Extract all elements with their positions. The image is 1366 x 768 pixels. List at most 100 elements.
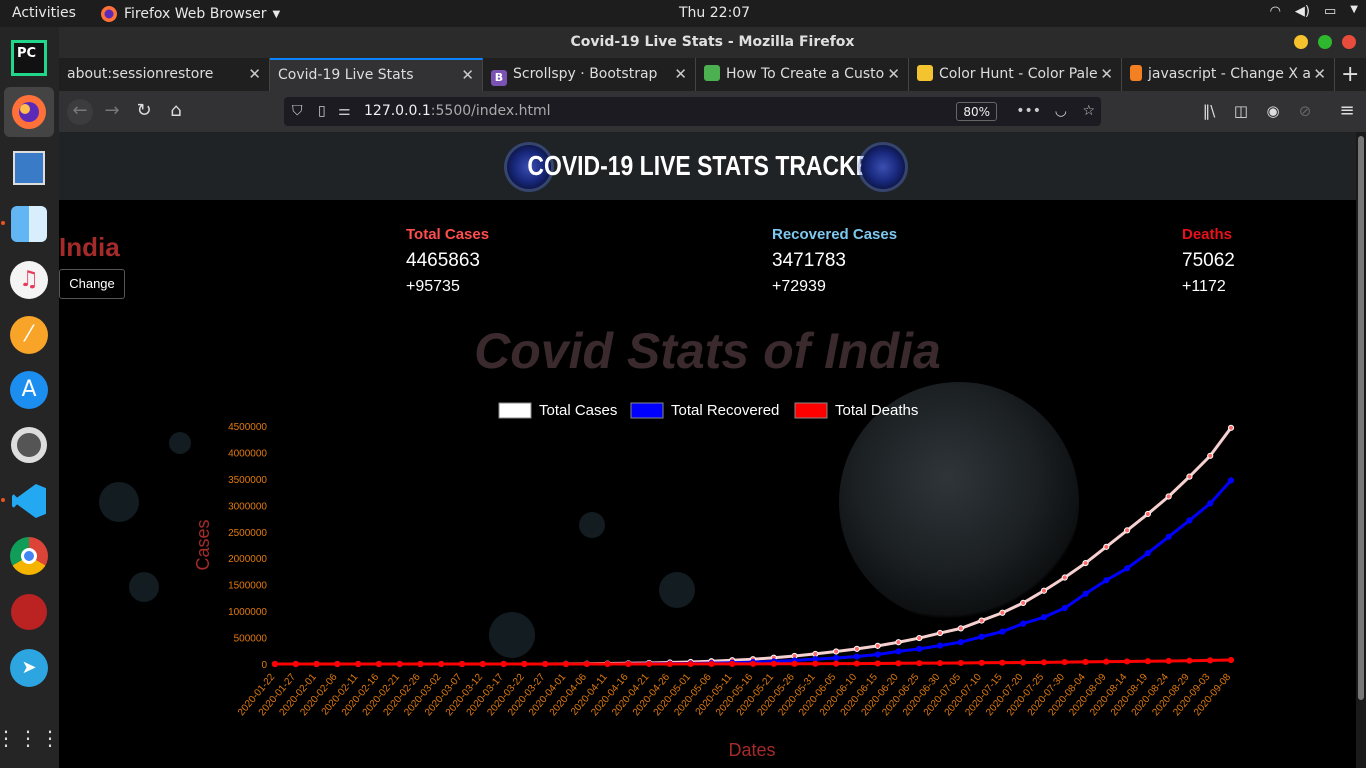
data-point bbox=[458, 660, 466, 668]
change-country-button[interactable]: Change bbox=[59, 269, 125, 299]
anbox-icon[interactable] bbox=[4, 587, 54, 637]
chart-title: Covid Stats of India bbox=[474, 323, 941, 379]
data-point bbox=[1020, 599, 1027, 607]
close-icon[interactable]: ✕ bbox=[887, 65, 900, 83]
tab-scrollspy[interactable]: B Scrollspy · Bootstrap ✕ bbox=[483, 58, 696, 91]
page-info-icon[interactable]: ▯ bbox=[318, 103, 326, 119]
data-point bbox=[895, 660, 902, 667]
tab-label: Covid-19 Live Stats bbox=[278, 67, 414, 83]
vscode-icon[interactable] bbox=[4, 476, 54, 526]
background-decoration bbox=[99, 482, 139, 522]
activities-button[interactable]: Activities bbox=[12, 5, 76, 21]
clock[interactable]: Thu 22:07 bbox=[679, 5, 751, 21]
forward-button[interactable]: → bbox=[104, 100, 120, 121]
data-point bbox=[1123, 658, 1131, 665]
new-tab-button[interactable]: + bbox=[1341, 62, 1360, 87]
data-point bbox=[895, 639, 902, 646]
data-point bbox=[1186, 517, 1193, 524]
maximize-button[interactable] bbox=[1318, 35, 1332, 49]
scrollbar[interactable] bbox=[1356, 132, 1366, 768]
account-icon[interactable]: ◉ bbox=[1266, 102, 1280, 120]
close-icon[interactable]: ✕ bbox=[1100, 65, 1113, 83]
close-icon[interactable]: ✕ bbox=[248, 65, 261, 83]
permissions-icon[interactable]: ⚌ bbox=[338, 103, 351, 119]
home-button[interactable]: ⌂ bbox=[170, 100, 182, 121]
scrollbar-thumb[interactable] bbox=[1358, 136, 1364, 700]
reload-button[interactable]: ↻ bbox=[136, 100, 152, 121]
data-point bbox=[334, 660, 341, 668]
data-point bbox=[833, 654, 840, 662]
finder-icon[interactable] bbox=[4, 199, 54, 249]
bookmark-star-icon[interactable]: ☆ bbox=[1082, 103, 1095, 119]
telegram-icon[interactable]: ➤ bbox=[4, 643, 54, 693]
y-tick-label: 3000000 bbox=[228, 501, 267, 512]
data-point bbox=[749, 660, 757, 667]
tab-w3schools[interactable]: How To Create a Custo ✕ bbox=[696, 58, 909, 91]
data-point bbox=[936, 642, 944, 649]
library-icon[interactable]: ‖\ bbox=[1202, 102, 1216, 120]
total-cases-stat: Total Cases 4465863 +95735 bbox=[406, 226, 489, 296]
data-point bbox=[874, 642, 881, 649]
data-point bbox=[1020, 620, 1027, 627]
tab-color-hunt[interactable]: Color Hunt - Color Pale ✕ bbox=[909, 58, 1122, 91]
data-point bbox=[729, 660, 736, 667]
editor-icon[interactable]: ⁄ bbox=[4, 310, 54, 360]
shield-icon[interactable]: ⛉ bbox=[292, 103, 303, 119]
stat-label: Recovered Cases bbox=[772, 226, 898, 243]
system-tray[interactable]: ◠ ◀) ▭ ▼ bbox=[1270, 4, 1358, 19]
help-icon[interactable] bbox=[4, 420, 54, 470]
zoom-indicator[interactable]: 80% bbox=[956, 102, 997, 121]
window-controls bbox=[1294, 35, 1356, 49]
chevron-down-icon: ▼ bbox=[272, 8, 281, 20]
legend-swatch-3 bbox=[794, 402, 828, 419]
back-button[interactable]: ← bbox=[67, 99, 93, 125]
battery-icon: ▭ bbox=[1324, 4, 1337, 19]
data-point bbox=[1165, 533, 1172, 540]
stat-increase: +95735 bbox=[406, 278, 460, 295]
show-apps-icon[interactable]: ⋮⋮⋮ bbox=[0, 726, 62, 750]
pocket-icon[interactable]: ◡ bbox=[1054, 103, 1067, 119]
y-tick-label: 500000 bbox=[234, 634, 268, 645]
data-point bbox=[957, 659, 964, 667]
tab-sessionrestore[interactable]: about:sessionrestore ✕ bbox=[59, 58, 270, 91]
tab-label: javascript - Change X a bbox=[1148, 66, 1311, 82]
page-title: COVID-19 LIVE STATS TRACKER bbox=[527, 150, 888, 181]
data-point bbox=[999, 609, 1006, 616]
pycharm-icon[interactable]: PC bbox=[4, 33, 54, 83]
app-store-icon[interactable]: A bbox=[4, 365, 54, 415]
menu-icon[interactable]: ≡ bbox=[1339, 100, 1355, 121]
tab-stackoverflow[interactable]: javascript - Change X a ✕ bbox=[1122, 58, 1335, 91]
x-axis-label: Dates bbox=[728, 740, 775, 760]
sync-icon[interactable]: ⊘ bbox=[1298, 102, 1312, 120]
y-tick-label: 3500000 bbox=[228, 475, 267, 486]
close-icon[interactable]: ✕ bbox=[461, 66, 474, 84]
sidebar-icon[interactable]: ◫ bbox=[1233, 102, 1249, 120]
url-bar[interactable]: ⛉ ▯ ⚌ 127.0.0.1:5500/index.html 80% ••• … bbox=[284, 97, 1101, 126]
page-viewport: COVID-19 LIVE STATS TRACKER India Change… bbox=[59, 132, 1366, 768]
app-menu[interactable]: Firefox Web Browser ▼ bbox=[100, 5, 280, 23]
image-viewer-icon[interactable] bbox=[4, 143, 54, 193]
data-point bbox=[1061, 574, 1068, 581]
data-point bbox=[853, 660, 861, 667]
chrome-icon[interactable] bbox=[4, 531, 54, 581]
page-header: COVID-19 LIVE STATS TRACKER bbox=[59, 132, 1356, 200]
data-point bbox=[1165, 493, 1172, 500]
data-point bbox=[833, 648, 840, 655]
tab-covid-stats[interactable]: Covid-19 Live Stats ✕ bbox=[270, 58, 483, 91]
data-point bbox=[625, 660, 632, 668]
minimize-button[interactable] bbox=[1294, 35, 1308, 49]
data-point bbox=[1040, 659, 1048, 666]
close-icon[interactable]: ✕ bbox=[1313, 65, 1326, 83]
data-point bbox=[1144, 510, 1151, 518]
data-point bbox=[1040, 614, 1048, 621]
firefox-icon[interactable] bbox=[4, 87, 54, 137]
music-icon[interactable]: ♫ bbox=[4, 255, 54, 305]
data-point bbox=[438, 660, 445, 668]
data-point bbox=[1165, 657, 1172, 665]
navigation-bar: ← → ↻ ⌂ ⛉ ▯ ⚌ 127.0.0.1:5500/index.html … bbox=[59, 91, 1366, 132]
y-axis-label: Cases bbox=[193, 519, 213, 570]
stat-increase: +1172 bbox=[1182, 278, 1226, 295]
close-icon[interactable]: ✕ bbox=[674, 65, 687, 83]
close-button[interactable] bbox=[1342, 35, 1356, 49]
more-actions-icon[interactable]: ••• bbox=[1016, 103, 1041, 119]
